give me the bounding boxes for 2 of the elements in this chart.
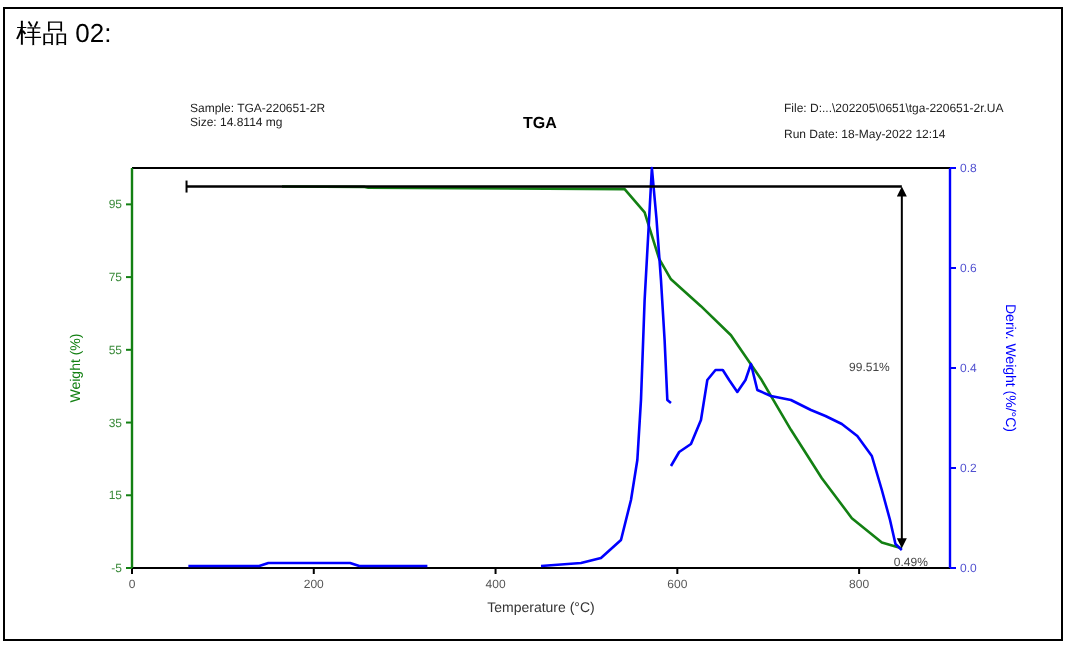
chart-subtitle: TGA [523,114,558,132]
chart-title: 样品 02: [16,18,112,48]
